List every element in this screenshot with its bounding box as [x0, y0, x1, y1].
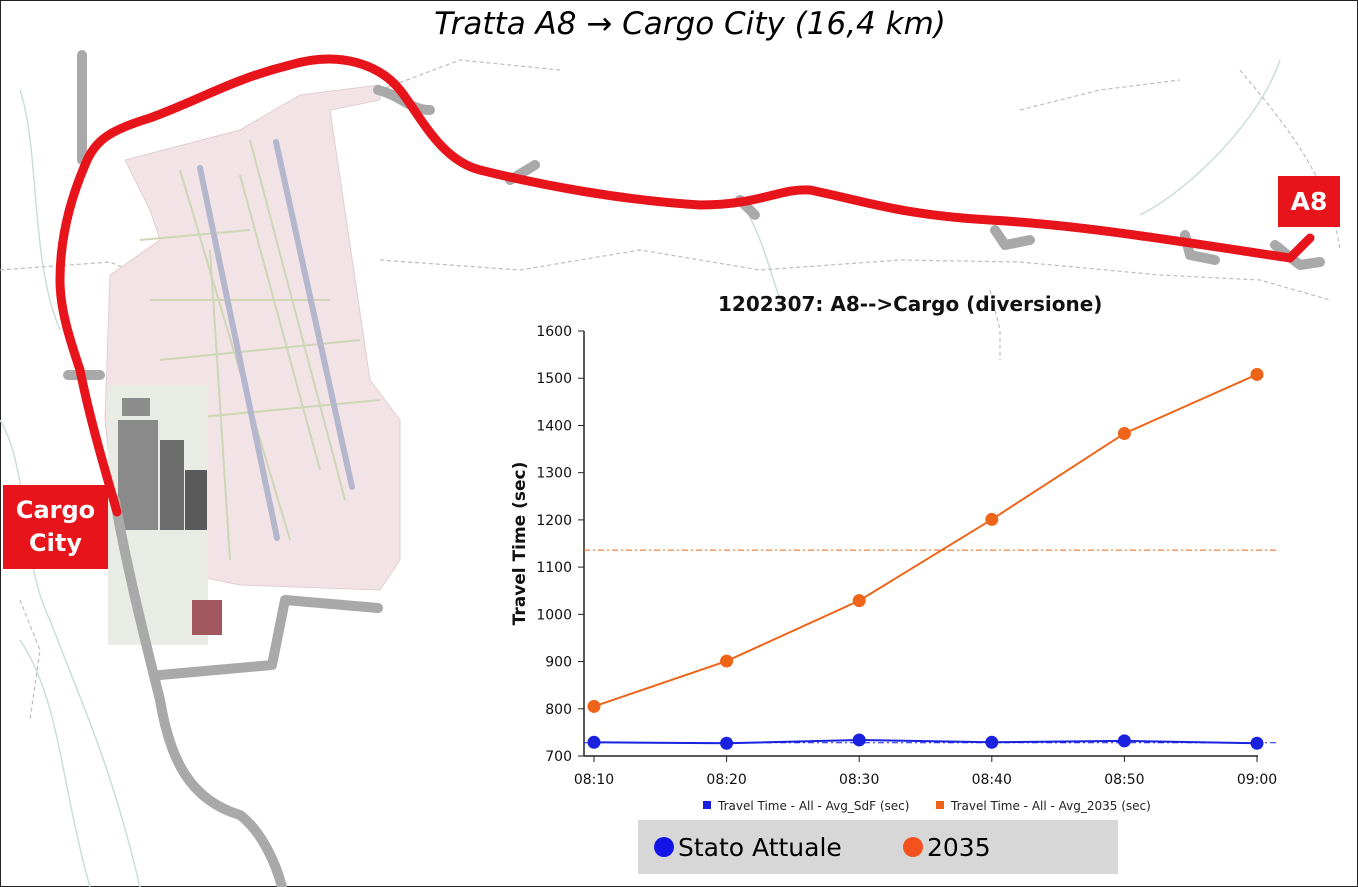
y-tick-label: 1200 [536, 513, 572, 529]
series-point-1 [1117, 426, 1131, 440]
legend-item-2035: 2035 [903, 820, 991, 874]
chart-legend-swatch-1 [936, 801, 944, 809]
cargo-city-label-line1: Cargo [15, 496, 96, 524]
series-point-0 [852, 733, 866, 747]
series-point-0 [587, 735, 601, 749]
cargo-city-label: Cargo City [3, 485, 108, 569]
chart-title: 1202307: A8-->Cargo (diversione) [718, 292, 1103, 316]
chart-legend-label-0: Travel Time - All - Avg_SdF (sec) [717, 799, 909, 813]
legend-dot-stato-attuale [654, 837, 674, 857]
y-tick-label: 1000 [536, 607, 572, 623]
y-tick-label: 1400 [536, 418, 572, 434]
series-point-1 [587, 699, 601, 713]
y-tick-label: 700 [545, 749, 572, 765]
a8-label: A8 [1278, 176, 1340, 227]
legend-box: Stato Attuale 2035 [638, 820, 1118, 874]
series-point-1 [852, 594, 866, 608]
legend-item-stato-attuale: Stato Attuale [654, 820, 842, 874]
series-point-1 [720, 654, 734, 668]
y-tick-label: 800 [545, 702, 572, 718]
series-point-0 [1117, 734, 1131, 748]
chart-legend-label-1: Travel Time - All - Avg_2035 (sec) [950, 799, 1151, 813]
slide-title: Tratta A8 → Cargo City (16,4 km) [434, 6, 946, 42]
x-tick-label: 08:40 [972, 772, 1012, 788]
cargo-city-label-line2: City [29, 529, 82, 557]
legend-label-2035: 2035 [927, 832, 991, 862]
x-tick-label: 08:10 [574, 772, 614, 788]
route-line [55, 54, 1315, 517]
y-tick-label: 1300 [536, 466, 572, 482]
legend-label-stato-attuale: Stato Attuale [678, 832, 842, 862]
runway-west [197, 165, 280, 541]
x-tick-label: 09:00 [1237, 772, 1277, 788]
chart-legend-swatch-0 [703, 801, 711, 809]
travel-time-chart: 700 800 900 1000 1100 1200 1300 1400 1500 1600 08:… [510, 324, 1278, 813]
y-tick-label: 900 [545, 655, 572, 671]
x-tick-label: 08:20 [706, 772, 746, 788]
y-tick-label: 1500 [536, 371, 572, 387]
y-tick-label: 1600 [536, 324, 572, 340]
a8-label-text: A8 [1290, 187, 1328, 216]
runway-east [273, 139, 355, 490]
legend-dot-2035 [903, 837, 923, 857]
series-point-1 [985, 512, 999, 526]
y-tick-label: 1100 [536, 560, 572, 576]
series-line-0 [593, 738, 1258, 745]
series-point-0 [1250, 736, 1264, 750]
x-tick-label: 08:30 [839, 772, 879, 788]
x-tick-label: 08:50 [1104, 772, 1144, 788]
terminal-buildings [108, 385, 222, 645]
series-point-0 [720, 736, 734, 750]
series-point-1 [1250, 367, 1264, 381]
series-point-0 [985, 735, 999, 749]
y-axis-title: Travel Time (sec) [510, 462, 530, 626]
series-line-1 [593, 373, 1258, 708]
